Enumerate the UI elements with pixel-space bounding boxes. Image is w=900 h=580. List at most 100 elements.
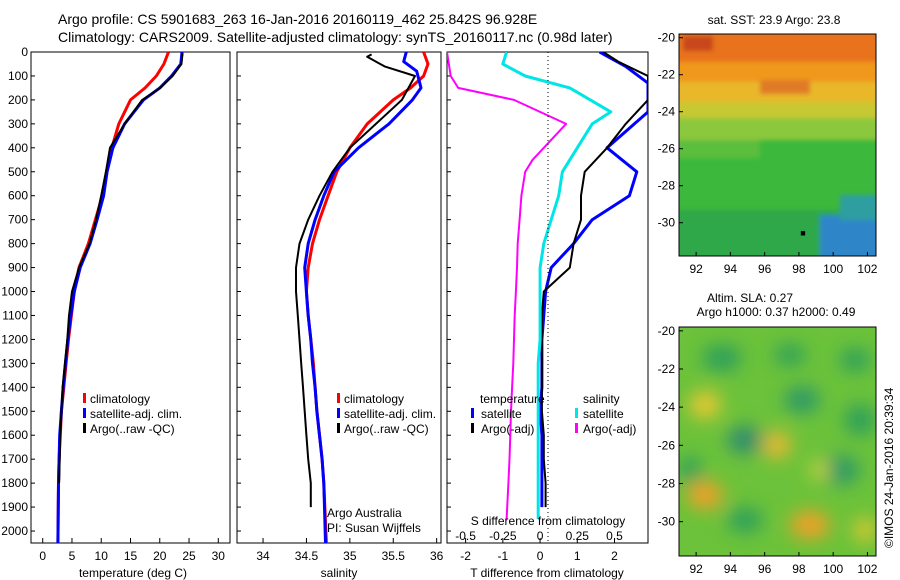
depth-tick-label: 900 — [8, 261, 28, 275]
depth-tick-label: 200 — [8, 93, 28, 107]
x-tick-label: 10 — [95, 549, 109, 563]
series-line-1-2 — [295, 53, 416, 508]
depth-tick-label: 1200 — [1, 332, 28, 346]
map-x-tick-label: 96 — [758, 562, 772, 576]
legend-label-satellite: satellite-adj. clim. — [90, 407, 182, 421]
depth-tick-label: 2000 — [1, 524, 28, 538]
map-x-tick-label: 96 — [758, 262, 772, 276]
x-tick-label: -1 — [497, 549, 508, 563]
temperature-legend: climatology satellite-adj. clim. Argo(..… — [83, 392, 182, 436]
legend-swatch-satellite-s — [575, 408, 578, 418]
map-y-tick-label: -28 — [658, 179, 676, 193]
series-line-0-2 — [58, 53, 184, 484]
legend-swatch-argo — [337, 423, 340, 433]
x-tick-label: 1 — [574, 549, 581, 563]
legend-label-satellite: satellite-adj. clim. — [344, 407, 436, 421]
temperature-panel — [30, 51, 231, 544]
depth-tick-label: 500 — [8, 165, 28, 179]
depth-tick-label: 0 — [21, 45, 28, 59]
x-tick-label: 34.5 — [295, 549, 319, 563]
legend-label-climatology: climatology — [344, 392, 404, 406]
depth-tick-label: 1800 — [1, 476, 28, 490]
series-line-1-1 — [303, 52, 423, 543]
legend-label-climatology: climatology — [90, 392, 150, 406]
map-x-tick-label: 102 — [857, 562, 877, 576]
depth-tick-label: 100 — [8, 69, 28, 83]
legend-swatch-argo — [83, 423, 86, 433]
salinity-series — [295, 52, 430, 543]
series-line-2-3 — [447, 52, 568, 520]
series-line-0-1 — [56, 52, 184, 543]
difference-x-label: T difference from climatology — [470, 566, 624, 580]
depth-tick-label: 1000 — [1, 285, 28, 299]
x-tick-label: 34 — [256, 549, 270, 563]
difference-legend: temperature salinity satellite Argo(-adj… — [471, 392, 636, 436]
map-x-tick-label: 98 — [792, 562, 806, 576]
top-tick-label: 0 — [537, 529, 544, 543]
map-y-tick-label: -26 — [658, 142, 676, 156]
depth-tick-label: 1500 — [1, 404, 28, 418]
imos-stamp: ©IMOS 24-Jan-2016 20:39:34 — [882, 387, 896, 548]
sst-map-frame — [678, 33, 877, 257]
salinity-x-label: salinity — [321, 566, 358, 580]
temperature-x-label: temperature (deg C) — [79, 566, 187, 580]
depth-tick-label: 300 — [8, 117, 28, 131]
sla-map — [679, 327, 876, 556]
legend-header-salinity: salinity — [583, 392, 620, 406]
series-line-1-0 — [304, 52, 430, 543]
x-tick-label: 5 — [69, 549, 76, 563]
legend-label-argo-t: Argo(-adj) — [481, 422, 534, 436]
legend-header-temperature: temperature — [480, 392, 545, 406]
credit-line-2: PI: Susan Wijffels — [327, 521, 421, 535]
map-y-tick-label: -20 — [658, 324, 676, 338]
sst-map-title: sat. SST: 23.9 Argo: 23.8 — [708, 13, 841, 27]
legend-label-argo: Argo(..raw -QC) — [90, 422, 175, 436]
map-x-tick-label: 94 — [724, 262, 738, 276]
map-y-tick-label: -24 — [658, 400, 676, 414]
x-tick-label: 20 — [153, 549, 167, 563]
depth-tick-label: 1900 — [1, 500, 28, 514]
legend-label-argo-s: Argo(-adj) — [583, 422, 636, 436]
temperature-series — [56, 52, 184, 543]
depth-tick-label: 400 — [8, 141, 28, 155]
map-y-tick-label: -20 — [658, 31, 676, 45]
top-tick-label: 0.25 — [566, 529, 590, 543]
x-ticks: 0 5 10 15 20 25 30 34 34.5 35 35.5 36 -2 -1 0 1 2 -0.5 -0.… — [39, 529, 623, 563]
map-y-tick-label: -30 — [658, 515, 676, 529]
legend-swatch-satellite — [337, 408, 340, 418]
map-x-tick-label: 102 — [857, 262, 877, 276]
legend-label-argo: Argo(..raw -QC) — [344, 422, 429, 436]
legend-swatch-argo-t — [471, 423, 474, 433]
series-line-2-2 — [501, 52, 613, 519]
depth-tick-label: 1700 — [1, 452, 28, 466]
x-tick-label: -2 — [460, 549, 471, 563]
salinity-legend: climatology satellite-adj. clim. Argo(..… — [337, 392, 436, 436]
depth-tick-label: 1400 — [1, 380, 28, 394]
legend-swatch-climatology — [337, 393, 340, 403]
sla-map-title: Altim. SLA: 0.27 — [707, 291, 793, 305]
x-tick-label: 15 — [124, 549, 138, 563]
series-line-2-0 — [538, 52, 648, 508]
map-y-tick-label: -26 — [658, 438, 676, 452]
map-x-tick-label: 92 — [689, 262, 703, 276]
map-y-tick-label: -22 — [658, 68, 676, 82]
sst-argo-marker: ■ — [800, 228, 805, 238]
difference-top-axis-label: S difference from climatology — [471, 514, 626, 528]
map-x-tick-label: 98 — [792, 262, 806, 276]
map-y-tick-label: -30 — [658, 216, 676, 230]
legend-swatch-satellite-t — [471, 408, 474, 418]
depth-tick-label: 1300 — [1, 356, 28, 370]
x-tick-label: 30 — [212, 549, 226, 563]
legend-swatch-argo-s — [575, 423, 578, 433]
x-tick-label: 25 — [182, 549, 196, 563]
map-x-tick-label: 100 — [823, 262, 843, 276]
depth-tick-label: 1100 — [2, 308, 28, 322]
x-tick-label: 0 — [39, 549, 46, 563]
top-tick-label: -0.5 — [455, 529, 476, 543]
x-tick-label: 35 — [343, 549, 357, 563]
legend-swatch-satellite — [83, 408, 86, 418]
figure-title-line1: Argo profile: CS 5901683_263 16-Jan-2016… — [58, 11, 537, 27]
sla-map-subtitle: Argo h1000: 0.37 h2000: 0.49 — [697, 305, 856, 319]
map-y-tick-label: -22 — [658, 362, 676, 376]
map-x-tick-label: 92 — [689, 562, 703, 576]
